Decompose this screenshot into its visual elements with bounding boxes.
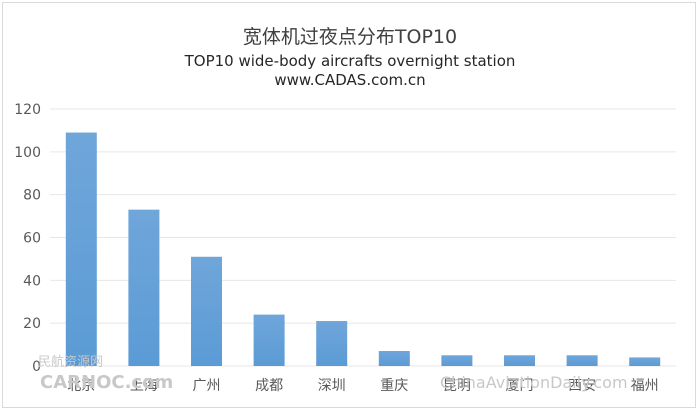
y-tick-label: 60 [23,231,41,247]
bar-7 [504,355,535,366]
y-tick-label: 0 [32,359,41,375]
x-tick-label: 北京 [67,378,95,394]
x-tick-label: 重庆 [380,378,408,394]
bar-0 [65,132,97,366]
x-axis-ticks: 北京 上海 广州 成都 深圳 重庆 昆明 厦门 西安 福州 [67,378,658,394]
y-tick-label: 40 [23,273,41,289]
bar-2 [191,256,222,366]
x-tick-label: 西安 [568,378,596,394]
y-tick-label: 120 [14,102,41,118]
chart-frame [2,2,696,408]
bar-8 [566,355,598,366]
y-tick-label: 100 [14,145,41,161]
x-tick-label: 福州 [631,378,659,394]
x-tick-label: 昆明 [443,378,471,394]
x-tick-label: 成都 [255,378,283,394]
x-tick-label: 上海 [130,378,158,394]
bar-6 [441,355,473,366]
watermark-left-en: CARNOC.com [40,372,173,393]
y-tick-label: 20 [23,316,41,332]
bar-4 [316,321,348,366]
watermark-left-cn: 民航资源网 [38,354,103,370]
chart-subtitle: TOP10 wide-body aircrafts overnight stat… [184,52,516,70]
chart-title: 宽体机过夜点分布TOP10 [242,26,458,48]
bar-5 [378,351,410,366]
watermark-right: ChinaAviationDaily.com [440,373,628,392]
watermark-layer: 民航资源网 CARNOC.com ChinaAviationDaily.com [38,354,628,393]
x-tick-label: 广州 [193,378,221,394]
y-axis-ticks: 0 20 40 60 80 100 120 [14,102,41,375]
x-tick-label: 厦门 [506,378,534,394]
y-tick-label: 80 [23,188,41,204]
x-tick-label: 深圳 [318,378,346,394]
bar-1 [128,209,160,366]
chart-source: www.CADAS.com.cn [274,71,426,89]
bar-3 [253,314,285,366]
bars [65,132,661,366]
bar-9 [629,357,661,366]
